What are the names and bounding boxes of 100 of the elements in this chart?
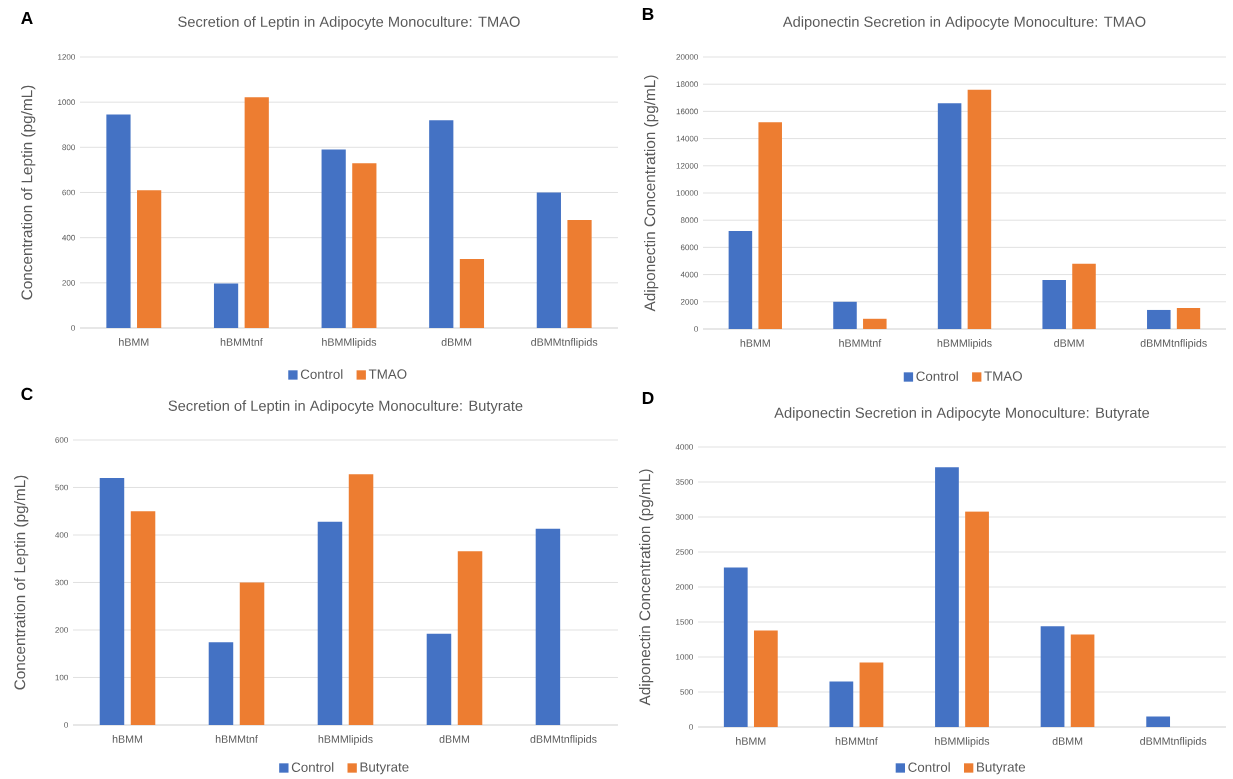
y-tick-label: 0 [694, 326, 698, 332]
x-tick-label: dBMM [1052, 736, 1083, 745]
x-tick-label: hBMMlipids [318, 734, 373, 745]
bar [130, 511, 156, 725]
y-tick-label: 2500 [675, 549, 693, 555]
bar [965, 511, 989, 727]
legend-label: TMAO [368, 369, 407, 379]
chart-title: Adiponectin Secretion in Adipocyte Monoculture: TMAO [782, 16, 1146, 30]
x-tick-label: hBMM [119, 337, 149, 346]
bar [1176, 307, 1201, 329]
bar [348, 474, 374, 725]
legend-label: Control [908, 762, 950, 772]
legend-label: Butyrate [977, 762, 1026, 775]
text: C [21, 387, 33, 401]
y-tick-label: 1500 [676, 619, 693, 625]
y-tick-label: 100 [55, 674, 68, 681]
y-tick-label: 0 [689, 724, 693, 730]
bar [426, 633, 452, 725]
y-tick-label: 4000 [675, 444, 693, 450]
x-tick-label: hBMMlipids [937, 338, 992, 349]
bar [244, 97, 269, 328]
y-tick-label: 0 [64, 722, 68, 728]
text: D [642, 391, 654, 404]
x-tick-label: hBMMlipids [322, 337, 377, 348]
bar [567, 219, 592, 328]
y-axis-title: Adiponectin Concentration (pg/mL) [643, 75, 659, 312]
y-tick-label: 200 [62, 279, 75, 286]
y-tick-label: 400 [62, 234, 75, 241]
x-tick-label: hBMMlipids [935, 736, 990, 747]
chart-title: Secretion of Leptin in Adipocyte Monoculture: TMAO [178, 16, 520, 30]
bar [937, 103, 962, 329]
bar [859, 662, 884, 727]
legend-label: TMAO [984, 371, 1022, 381]
x-tick-label: hBMMtnf [835, 736, 878, 745]
bar [321, 149, 346, 328]
chart-title: Adiponectin Secretion in Adipocyte Monoculture: Butyrate [774, 407, 1150, 421]
y-tick-label: 600 [55, 437, 68, 443]
y-tick-label: 6000 [680, 244, 698, 251]
bar [829, 681, 854, 727]
x-tick-label: hBMMtnf [839, 338, 882, 347]
bar [758, 122, 782, 329]
y-axis-title: Adiponectin Concentration (pg/mL) [638, 469, 654, 706]
y-tick-label: 4000 [680, 271, 698, 278]
y-tick-label: 800 [62, 144, 75, 151]
y-tick-label: 16000 [676, 108, 698, 115]
bar [935, 467, 959, 727]
bar [728, 230, 753, 329]
y-tick-label: 3000 [675, 514, 693, 520]
bar [863, 318, 887, 329]
bar [459, 259, 485, 328]
x-tick-label: dBMM [1054, 338, 1084, 347]
legend-label: Butyrate [360, 762, 409, 775]
bar [457, 551, 483, 725]
y-tick-label: 10000 [676, 190, 698, 196]
bar [213, 283, 239, 328]
y-tick-label: 1000 [58, 99, 75, 105]
bar [99, 477, 125, 725]
bar [723, 567, 748, 727]
x-tick-label: hBMM [736, 736, 766, 745]
y-tick-label: 1000 [676, 654, 693, 660]
legend-label: Control [291, 762, 334, 772]
text: A [21, 11, 33, 24]
bar [535, 528, 561, 725]
y-tick-label: 3500 [675, 479, 693, 485]
bar [536, 192, 561, 328]
x-tick-label: hBMM [740, 338, 770, 347]
x-tick-label: dBMM [441, 337, 472, 346]
bar [137, 190, 162, 328]
text: B [642, 7, 654, 20]
bar [317, 521, 343, 725]
bar [1072, 263, 1096, 329]
legend-label: Control [300, 369, 343, 379]
y-tick-label: 500 [680, 689, 693, 695]
x-tick-label: hBMMtnf [220, 337, 263, 346]
x-tick-label: hBMM [112, 734, 143, 743]
x-tick-label: dBMMtnflipids [530, 734, 597, 745]
y-tick-label: 2000 [675, 584, 693, 590]
bar [967, 89, 992, 329]
y-tick-label: 18000 [676, 81, 698, 87]
y-tick-label: 300 [55, 579, 68, 586]
bar [239, 582, 265, 725]
y-tick-label: 1200 [58, 54, 75, 60]
y-tick-label: 12000 [676, 162, 698, 169]
bar [1040, 626, 1065, 727]
x-tick-label: dBMMtnflipids [1140, 338, 1207, 349]
x-tick-label: dBMM [439, 734, 470, 743]
bar [753, 630, 778, 727]
bar [1147, 309, 1171, 329]
y-tick-label: 200 [55, 627, 68, 633]
bar [208, 642, 234, 725]
bar [1042, 279, 1066, 329]
x-tick-label: hBMMtnf [215, 734, 258, 743]
chart-title: Secretion of Leptin in Adipocyte Monoculture: Butyrate [168, 400, 523, 414]
x-tick-label: dBMMtnflipids [1140, 736, 1207, 747]
y-tick-label: 8000 [680, 217, 698, 223]
y-tick-label: 14000 [676, 135, 698, 142]
bar [1070, 634, 1095, 727]
y-axis-title: Concentration of Leptin (pg/mL) [14, 475, 29, 690]
bar [833, 301, 857, 329]
bar [429, 120, 454, 328]
